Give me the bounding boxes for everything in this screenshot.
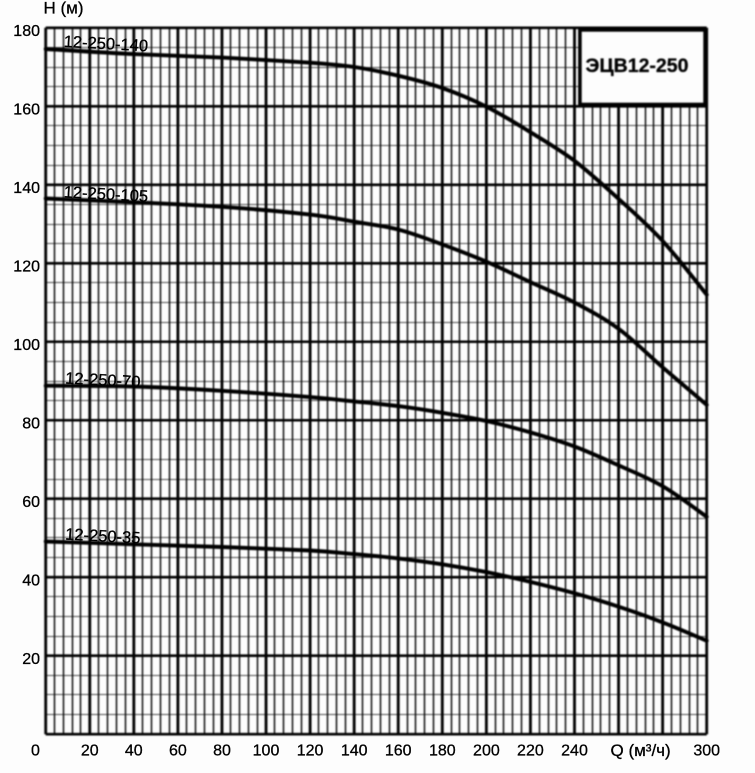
svg-text:300: 300 xyxy=(693,743,720,760)
svg-text:20: 20 xyxy=(81,743,99,760)
svg-text:180: 180 xyxy=(13,23,40,40)
svg-text:100: 100 xyxy=(253,743,280,760)
svg-text:60: 60 xyxy=(22,494,40,511)
svg-text:100: 100 xyxy=(13,337,40,354)
svg-text:40: 40 xyxy=(22,573,40,590)
svg-text:220: 220 xyxy=(517,743,544,760)
svg-text:180: 180 xyxy=(429,743,456,760)
svg-text:120: 120 xyxy=(297,743,324,760)
svg-text:12-250-140: 12-250-140 xyxy=(63,33,148,55)
svg-text:140: 140 xyxy=(13,180,40,197)
svg-text:160: 160 xyxy=(13,102,40,119)
svg-text:240: 240 xyxy=(561,743,588,760)
svg-text:80: 80 xyxy=(213,743,231,760)
svg-text:140: 140 xyxy=(341,743,368,760)
svg-text:0: 0 xyxy=(31,743,40,760)
svg-text:12-250-70: 12-250-70 xyxy=(65,370,141,392)
svg-text:12-250-35: 12-250-35 xyxy=(65,526,141,548)
svg-text:40: 40 xyxy=(125,743,143,760)
svg-text:60: 60 xyxy=(169,743,187,760)
svg-text:20: 20 xyxy=(22,651,40,668)
svg-text:80: 80 xyxy=(22,416,40,433)
svg-text:ЭЦВ12-250: ЭЦВ12-250 xyxy=(586,55,689,77)
svg-text:12-250-105: 12-250-105 xyxy=(63,183,148,205)
svg-text:160: 160 xyxy=(385,743,412,760)
svg-text:120: 120 xyxy=(13,259,40,276)
svg-text:200: 200 xyxy=(473,743,500,760)
svg-text:Q (м³/ч): Q (м³/ч) xyxy=(611,741,671,760)
svg-text:H (м): H (м) xyxy=(44,0,84,18)
